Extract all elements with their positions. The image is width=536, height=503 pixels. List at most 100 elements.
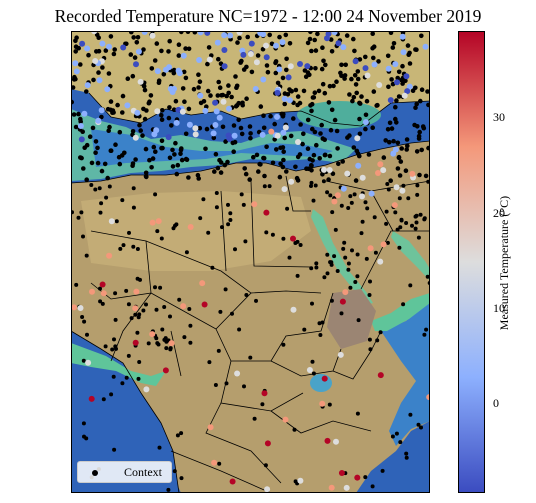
context-station-marker [282, 102, 287, 107]
context-station-marker [226, 203, 230, 207]
colorbar [458, 31, 485, 493]
measured-station-marker [84, 46, 90, 52]
context-station-marker [335, 129, 340, 134]
context-station-marker [216, 166, 221, 171]
measured-station-marker [353, 58, 359, 64]
context-station-marker [392, 41, 397, 46]
context-station-marker [395, 432, 399, 436]
context-station-marker [363, 55, 368, 60]
context-station-marker [112, 375, 116, 379]
context-station-marker [149, 165, 154, 170]
measured-station-marker [280, 130, 286, 136]
measured-station-marker [150, 220, 156, 226]
measured-station-marker [188, 224, 194, 230]
context-station-marker [131, 74, 136, 79]
measured-station-marker [99, 107, 105, 113]
context-station-marker [314, 184, 318, 188]
context-station-marker [153, 285, 157, 289]
measured-station-marker [355, 163, 361, 169]
context-station-marker [389, 77, 394, 82]
measured-station-marker [265, 440, 271, 446]
context-station-marker [112, 448, 116, 452]
context-station-marker [281, 76, 286, 81]
measured-station-marker [212, 100, 218, 106]
measured-station-marker [423, 44, 429, 50]
context-station-marker [271, 233, 275, 237]
context-station-marker [358, 132, 363, 137]
context-station-marker [351, 37, 356, 42]
context-station-marker [167, 39, 172, 44]
context-station-marker [289, 89, 294, 94]
context-station-marker [319, 123, 324, 128]
measured-station-marker [106, 253, 112, 259]
context-station-marker [175, 172, 180, 177]
context-station-marker [308, 103, 313, 108]
context-station-marker [408, 413, 412, 417]
context-station-marker [347, 92, 352, 97]
context-station-marker [208, 93, 213, 98]
context-station-marker [281, 145, 286, 150]
context-station-marker [417, 236, 421, 240]
context-station-marker [397, 246, 401, 250]
context-station-marker [131, 35, 136, 40]
context-station-marker [84, 177, 89, 182]
measured-station-marker [150, 33, 156, 39]
context-station-marker [108, 185, 112, 189]
context-station-marker [103, 162, 108, 167]
measured-station-marker [297, 61, 303, 67]
context-station-marker [137, 123, 142, 128]
context-station-marker [391, 435, 395, 439]
measured-station-marker [264, 54, 270, 60]
measured-station-marker [377, 161, 383, 167]
context-station-marker [90, 161, 95, 166]
context-station-marker [414, 227, 418, 231]
measured-station-marker [171, 86, 177, 92]
context-station-marker [80, 315, 84, 319]
context-station-marker [386, 54, 391, 59]
context-station-marker [284, 57, 289, 62]
context-station-marker [300, 142, 305, 147]
context-station-marker [341, 247, 345, 251]
context-station-marker [151, 156, 156, 161]
context-station-marker [368, 338, 372, 342]
context-station-marker [334, 79, 339, 84]
context-station-marker [137, 377, 141, 381]
context-station-marker [321, 59, 326, 64]
context-station-marker [215, 191, 219, 195]
measured-station-marker [217, 115, 223, 121]
context-station-marker [157, 80, 162, 85]
measured-station-marker [208, 424, 214, 430]
context-station-marker [382, 155, 387, 160]
context-station-marker [131, 245, 135, 249]
measured-station-marker [276, 66, 282, 72]
context-station-marker [188, 324, 192, 328]
context-station-marker [347, 133, 352, 138]
measured-station-marker [381, 241, 387, 247]
context-station-marker [112, 52, 117, 57]
measured-station-marker [136, 49, 142, 55]
context-station-marker [328, 403, 332, 407]
context-station-marker [271, 161, 276, 166]
measured-station-marker [92, 58, 98, 64]
context-station-marker [318, 131, 323, 136]
context-station-marker [74, 125, 79, 130]
measured-station-marker [287, 97, 293, 103]
context-station-marker [232, 123, 237, 128]
context-station-marker [149, 93, 154, 98]
context-station-marker [144, 147, 149, 152]
context-station-marker [323, 63, 328, 68]
context-station-marker [167, 116, 172, 121]
context-station-marker [322, 275, 326, 279]
measured-station-marker [78, 123, 84, 129]
context-station-marker [396, 166, 401, 171]
context-station-marker [281, 343, 285, 347]
context-station-marker [371, 56, 376, 61]
context-station-marker [340, 311, 344, 315]
context-station-marker [96, 161, 101, 166]
context-station-marker [397, 70, 402, 75]
context-station-marker [217, 349, 221, 353]
context-station-marker [391, 45, 396, 50]
measured-station-marker [336, 40, 342, 46]
measured-station-marker [180, 303, 186, 309]
context-station-marker [214, 383, 218, 387]
